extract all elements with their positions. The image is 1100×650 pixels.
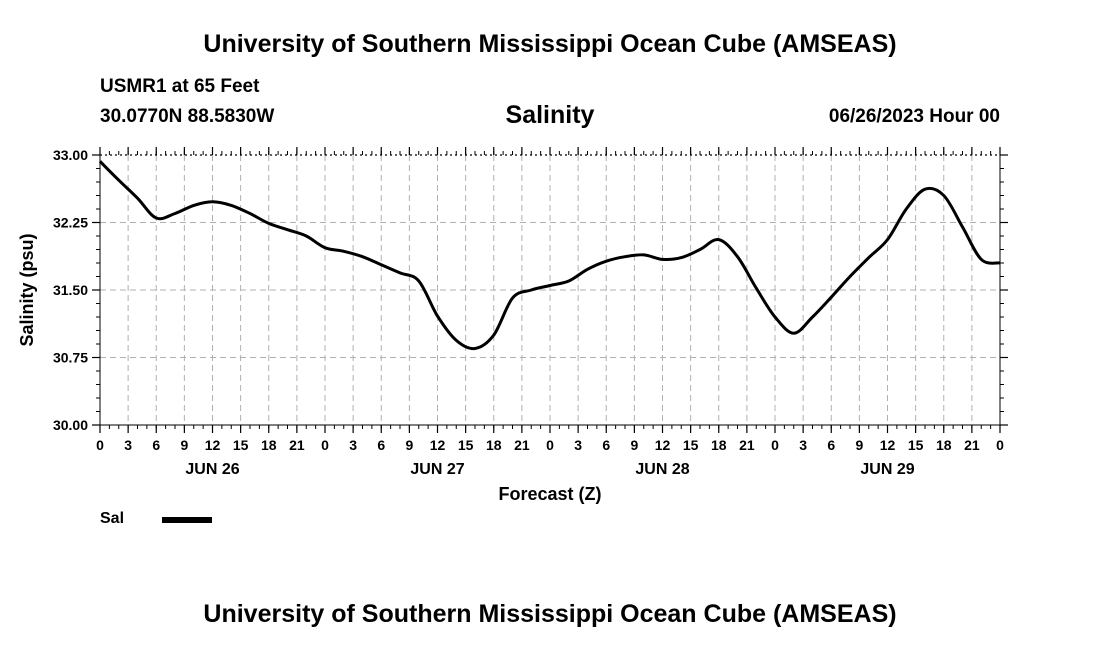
x-tick-label: 21 — [964, 437, 980, 453]
x-tick-label: 0 — [546, 437, 554, 453]
x-tick-label: 6 — [602, 437, 610, 453]
x-tick-label: 15 — [908, 437, 924, 453]
x-tick-label: 3 — [799, 437, 807, 453]
x-tick-label: 9 — [405, 437, 413, 453]
series-line-salinity — [98, 160, 1001, 351]
x-axis-title: Forecast (Z) — [498, 484, 601, 504]
x-tick-label: 9 — [855, 437, 863, 453]
x-tick-label: 6 — [152, 437, 160, 453]
legend-label: Sal — [100, 510, 125, 527]
y-tick-label: 30.75 — [53, 350, 88, 366]
x-tick-label: 21 — [514, 437, 530, 453]
x-tick-label: 0 — [321, 437, 329, 453]
x-tick-label: 0 — [96, 437, 104, 453]
x-tick-label: 3 — [124, 437, 132, 453]
x-tick-label: 9 — [180, 437, 188, 453]
legend-swatch — [162, 517, 212, 523]
day-label: JUN 29 — [860, 461, 914, 478]
day-label: JUN 27 — [410, 461, 464, 478]
y-tick-label: 31.50 — [53, 282, 88, 298]
x-tick-label: 18 — [936, 437, 952, 453]
x-tick-label: 18 — [711, 437, 727, 453]
x-tick-label: 21 — [739, 437, 755, 453]
x-tick-label: 12 — [430, 437, 446, 453]
x-tick-label: 12 — [880, 437, 896, 453]
x-tick-label: 12 — [205, 437, 221, 453]
station-label: USMR1 at 65 Feet — [100, 76, 260, 97]
footer-title: University of Southern Mississippi Ocean… — [203, 600, 897, 628]
x-tick-label: 0 — [996, 437, 1004, 453]
x-tick-label: 15 — [458, 437, 474, 453]
x-tick-label: 15 — [683, 437, 699, 453]
x-tick-label: 6 — [827, 437, 835, 453]
variable-title: Salinity — [505, 101, 595, 129]
y-tick-label: 33.00 — [53, 147, 88, 163]
x-tick-label: 21 — [289, 437, 305, 453]
x-tick-label: 9 — [630, 437, 638, 453]
day-label: JUN 26 — [185, 461, 239, 478]
x-tick-label: 3 — [349, 437, 357, 453]
coordinates-label: 30.0770N 88.5830W — [100, 106, 275, 127]
x-tick-label: 0 — [771, 437, 779, 453]
y-tick-label: 32.25 — [53, 215, 88, 231]
x-tick-label: 15 — [233, 437, 249, 453]
forecast-datetime: 06/26/2023 Hour 00 — [828, 106, 1000, 127]
y-tick-label: 30.00 — [53, 417, 88, 433]
x-tick-label: 6 — [377, 437, 385, 453]
day-label: JUN 28 — [635, 461, 689, 478]
x-tick-label: 18 — [261, 437, 277, 453]
chart-title: University of Southern Mississippi Ocean… — [203, 30, 897, 58]
x-tick-label: 12 — [655, 437, 671, 453]
x-tick-label: 18 — [486, 437, 502, 453]
x-tick-label: 3 — [574, 437, 582, 453]
y-axis-title: Salinity (psu) — [17, 233, 37, 346]
